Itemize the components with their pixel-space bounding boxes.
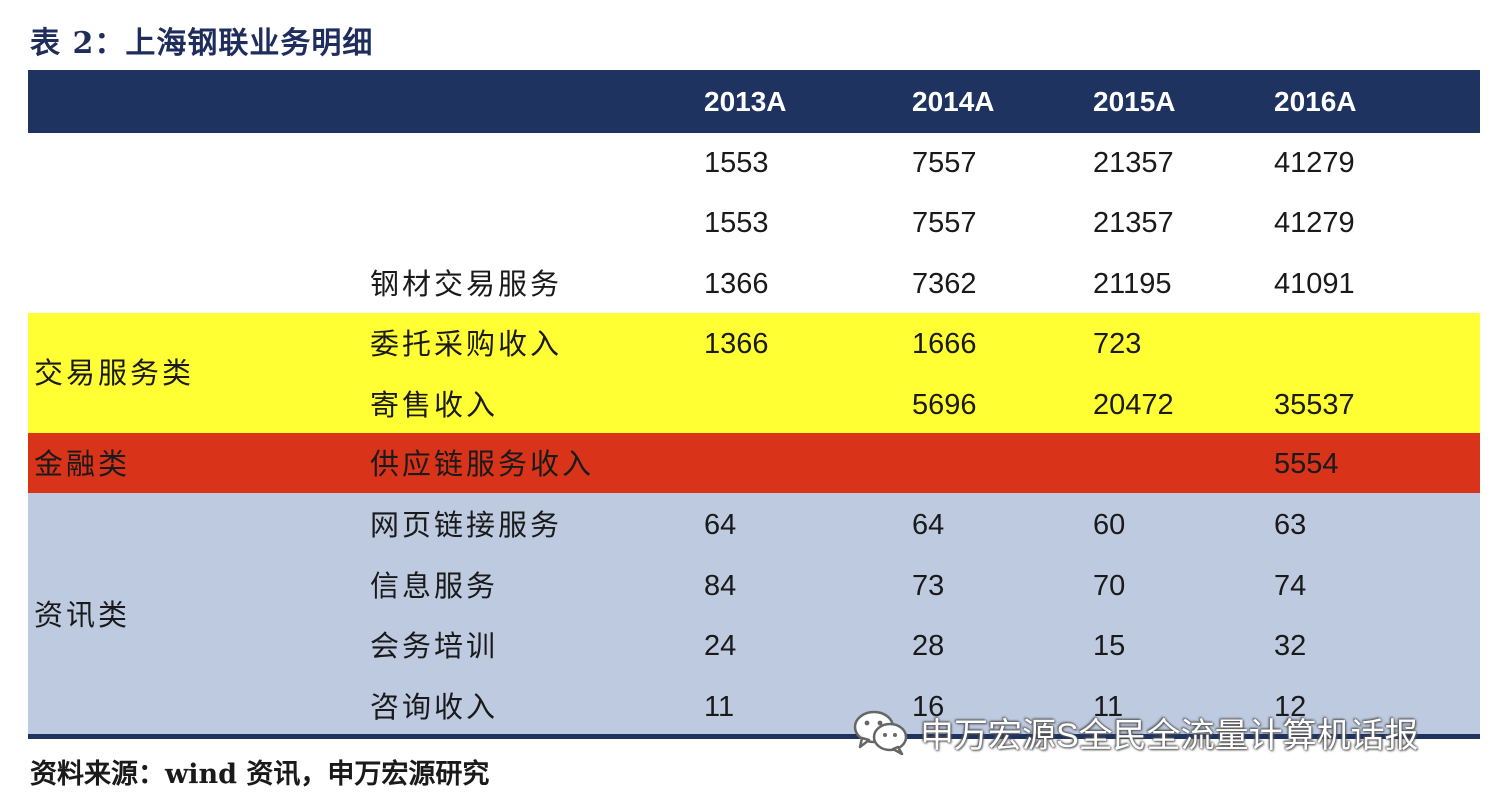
cell-2014: 5696 [912,389,977,421]
cell-2013: 11 [704,691,735,723]
row-item-label: 供应链服务收入 [370,447,595,481]
cell-2013: 1366 [704,328,769,360]
row-item-label: 寄售收入 [370,388,499,422]
cell-2015: 70 [1093,570,1126,602]
cell-2016: 5554 [1274,448,1339,480]
cell-2014: 7557 [912,147,977,179]
row-item-label: 网页链接服务 [370,508,563,542]
cell-2015: 60 [1093,509,1126,541]
row-item-label: 会务培训 [370,629,499,663]
cell-2013: 1366 [704,268,769,300]
row-item-label: 信息服务 [370,569,499,603]
finance-band [28,433,1480,493]
group-label-finance: 金融类 [34,447,131,481]
cell-2014: 1666 [912,328,977,360]
row-item-label: 钢材交易服务 [370,267,563,301]
watermark: 申万宏源S全民全流量计算机话报 [852,704,1419,760]
trade-band [28,313,1480,433]
cell-2013: 1553 [704,147,769,179]
wechat-icon [853,710,908,756]
group-label-trade: 交易服务类 [34,356,195,390]
cell-2016: 35537 [1274,389,1355,421]
cell-2014: 73 [912,570,945,602]
cell-2015: 11 [1093,691,1124,723]
cell-2015: 15 [1093,630,1126,662]
cell-2015: 21195 [1093,268,1172,300]
source-note: 资料来源：wind 资讯，申万宏源研究 [30,759,490,790]
cell-2014: 64 [912,509,945,541]
table-bottom-rule [28,734,1480,739]
cell-2013: 24 [704,630,737,662]
header-year-2015: 2015A [1093,86,1176,117]
table-title: 表 2：上海钢联业务明细 [30,26,374,61]
header-year-2014: 2014A [912,86,995,117]
cell-2015: 21357 [1093,147,1174,179]
cell-2015: 723 [1093,328,1142,360]
info-band [28,493,1480,734]
cell-2014: 7557 [912,207,977,239]
row-item-label: 委托采购收入 [370,327,563,361]
cell-2014: 16 [912,691,945,723]
cell-2016: 41091 [1274,268,1355,300]
header-year-2013: 2013A [704,86,787,117]
cell-2014: 28 [912,630,945,662]
table-header: 2013A 2014A 2015A 2016A [28,70,1480,133]
cell-2015: 20472 [1093,389,1174,421]
cell-2016: 41279 [1274,207,1355,239]
cell-2014: 7362 [912,268,977,300]
cell-2013: 1553 [704,207,769,239]
cell-2016: 32 [1274,630,1307,662]
cell-2016: 12 [1274,691,1307,723]
watermark-text: 申万宏源S全民全流量计算机话报 [920,716,1419,755]
group-label-info: 资讯类 [34,598,131,632]
cell-2016: 41279 [1274,147,1355,179]
header-year-2016: 2016A [1274,86,1357,117]
row-item-label: 咨询收入 [370,690,499,724]
cell-2013: 64 [704,509,737,541]
cell-2013: 84 [704,570,737,602]
cell-2016: 63 [1274,509,1307,541]
cell-2015: 21357 [1093,207,1174,239]
cell-2016: 74 [1274,570,1307,602]
